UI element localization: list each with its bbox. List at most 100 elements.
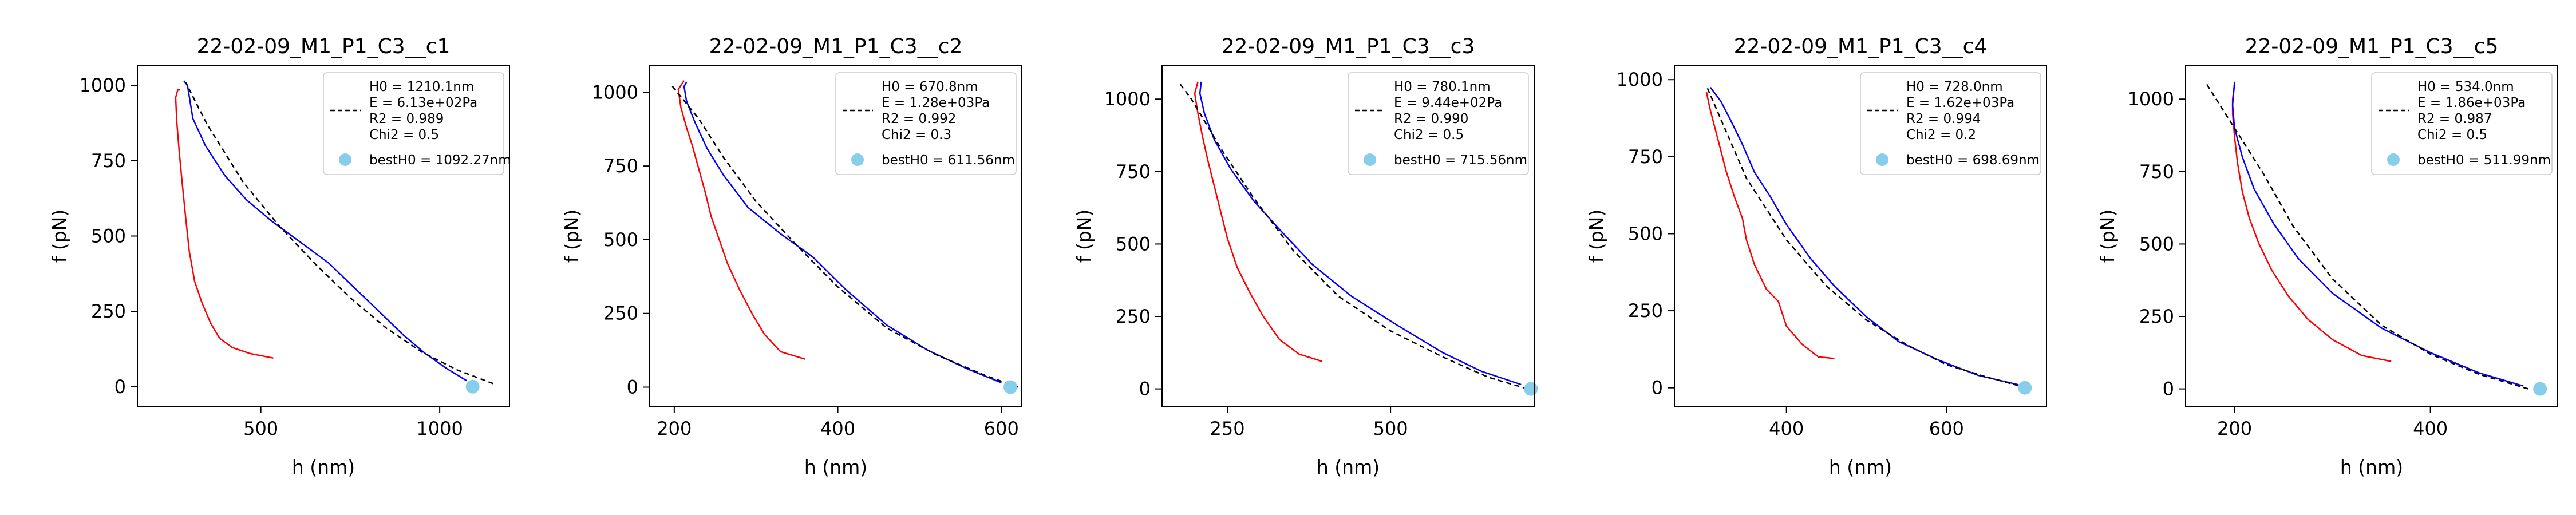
retract-curve: [1199, 81, 1522, 386]
legend-besth0-text: bestH0 = 1092.27nm: [369, 153, 511, 168]
legend-besth0-swatch: [339, 153, 351, 166]
legend-fit-text: R2 = 0.990: [1394, 112, 1468, 126]
y-tick-label: 250: [1628, 300, 1663, 322]
legend-besth0-swatch: [2387, 153, 2400, 166]
y-tick-label: 750: [2139, 161, 2174, 183]
axes-frame: [649, 65, 1022, 407]
y-tick-label: 500: [603, 229, 638, 251]
legend-box: [323, 72, 504, 175]
best-h0-point: [1003, 380, 1017, 394]
y-tick-label: 250: [1116, 306, 1151, 327]
x-tick-label: 500: [243, 418, 278, 439]
x-axis-label: h (nm): [1317, 456, 1380, 478]
legend-box: [835, 72, 1017, 175]
legend-box: [1348, 72, 1529, 175]
y-tick-label: 250: [2139, 306, 2174, 327]
legend-fit-text: Chi2 = 0.3: [882, 128, 951, 142]
legend-fit-text: H0 = 780.1nm: [1394, 80, 1491, 94]
x-axis-label: h (nm): [1829, 456, 1892, 478]
legend-fit-text: E = 1.86e+03Pa: [2417, 96, 2526, 110]
x-tick-label: 250: [1210, 418, 1244, 439]
subplot-title: 22-02-09_M1_P1_C3__c2: [709, 35, 963, 58]
subplot-3: 22-02-09_M1_P1_C3__c3h (nm) f (pN) 250 500 0…: [1073, 35, 1538, 478]
y-tick-label: 0: [114, 376, 126, 398]
legend-besth0-text: bestH0 = 715.56nm: [1394, 153, 1527, 168]
x-tick-label: 400: [1769, 418, 1804, 439]
x-tick-label: 500: [1373, 418, 1408, 439]
y-tick-label: 1000: [1104, 88, 1151, 110]
y-axis-label: f (pN): [1073, 209, 1095, 263]
y-tick-label: 250: [603, 303, 638, 324]
legend-fit-text: R2 = 0.989: [369, 112, 444, 126]
legend-fit-text: Chi2 = 0.2: [1906, 128, 1976, 142]
legend-besth0-text: bestH0 = 611.56nm: [882, 153, 1015, 168]
legend-fit-text: E = 9.44e+02Pa: [1394, 96, 1502, 110]
axes-frame: [2185, 65, 2558, 407]
y-tick-label: 1000: [80, 74, 126, 96]
x-tick-label: 1000: [416, 418, 463, 439]
x-axis-label: h (nm): [292, 456, 355, 478]
subplot-4: 22-02-09_M1_P1_C3__c4h (nm) f (pN) 400 600 0…: [1585, 35, 2047, 478]
best-h0-point: [465, 379, 480, 394]
y-tick-label: 750: [603, 155, 638, 177]
fit-curve: [185, 82, 494, 385]
subplot-title: 22-02-09_M1_P1_C3__c5: [2245, 35, 2499, 58]
subplot-1: 22-02-09_M1_P1_C3__c1h (nm) f (pN) 500 1000…: [48, 35, 511, 478]
fit-curve: [1178, 81, 1528, 390]
y-tick-label: 750: [1628, 146, 1663, 168]
legend: H0 = 534.0nm E = 1.86e+03Pa R2 = 0.987 Chi2…: [2371, 72, 2553, 175]
y-tick-label: 500: [2139, 233, 2174, 255]
subplot-title: 22-02-09_M1_P1_C3__c1: [197, 35, 451, 58]
y-tick-label: 1000: [1617, 69, 1663, 90]
subplot-5: 22-02-09_M1_P1_C3__c5h (nm) f (pN) 200 400 0…: [2096, 35, 2558, 478]
subplot-title: 22-02-09_M1_P1_C3__c3: [1222, 35, 1475, 58]
x-axis-label: h (nm): [804, 456, 867, 478]
y-axis-label: f (pN): [2096, 209, 2119, 263]
approach-curve: [2231, 84, 2392, 362]
legend-fit-text: Chi2 = 0.5: [369, 128, 439, 142]
y-axis-label: f (pN): [1585, 209, 1607, 263]
y-tick-label: 1000: [2128, 88, 2174, 110]
axes-frame: [1161, 65, 1535, 407]
y-tick-label: 500: [1116, 233, 1151, 255]
y-tick-label: 500: [1628, 223, 1663, 244]
y-axis-label: f (pN): [560, 209, 583, 263]
legend-besth0-swatch: [851, 153, 864, 166]
retract-curve: [1709, 86, 2019, 386]
best-h0-point: [2533, 382, 2547, 396]
x-tick-label: 200: [657, 418, 692, 439]
fit-curve: [2204, 81, 2529, 390]
subplot-title: 22-02-09_M1_P1_C3__c4: [1734, 35, 1988, 58]
fit-curve: [669, 83, 1018, 388]
legend-fit-text: H0 = 728.0nm: [1906, 80, 2003, 94]
legend-fit-text: H0 = 1210.1nm: [369, 80, 474, 94]
legend-fit-text: Chi2 = 0.5: [1394, 128, 1464, 142]
legend-fit-text: E = 6.13e+02Pa: [369, 96, 477, 110]
y-tick-label: 1000: [592, 81, 638, 103]
fit-curve: [1705, 85, 2027, 389]
approach-curve: [677, 80, 805, 360]
y-axis-label: f (pN): [48, 209, 70, 263]
legend-fit-text: H0 = 670.8nm: [882, 80, 978, 94]
legend: H0 = 780.1nm E = 9.44e+02Pa R2 = 0.990 Chi2…: [1348, 72, 1529, 175]
legend: H0 = 1210.1nm E = 6.13e+02Pa R2 = 0.989 Chi…: [323, 72, 511, 175]
legend-fit-text: R2 = 0.987: [2417, 112, 2492, 126]
legend-box: [1860, 72, 2041, 175]
legend: H0 = 728.0nm E = 1.62e+03Pa R2 = 0.994 Chi2…: [1860, 72, 2041, 175]
legend-fit-text: E = 1.28e+03Pa: [882, 96, 990, 110]
legend-fit-text: R2 = 0.992: [882, 112, 956, 126]
y-tick-label: 0: [1139, 378, 1151, 400]
y-tick-label: 750: [1116, 161, 1151, 183]
y-tick-label: 750: [91, 150, 126, 172]
legend-box: [2371, 72, 2553, 175]
retract-curve: [2231, 81, 2524, 387]
y-tick-label: 0: [1652, 377, 1663, 399]
approach-curve: [1705, 92, 1835, 359]
approach-curve: [1194, 81, 1322, 362]
legend-besth0-swatch: [1876, 153, 1888, 166]
x-tick-label: 600: [984, 418, 1019, 439]
legend-besth0-text: bestH0 = 698.69nm: [1906, 153, 2040, 168]
legend: H0 = 670.8nm E = 1.28e+03Pa R2 = 0.992 Chi2…: [835, 72, 1017, 175]
y-tick-label: 500: [91, 225, 126, 247]
